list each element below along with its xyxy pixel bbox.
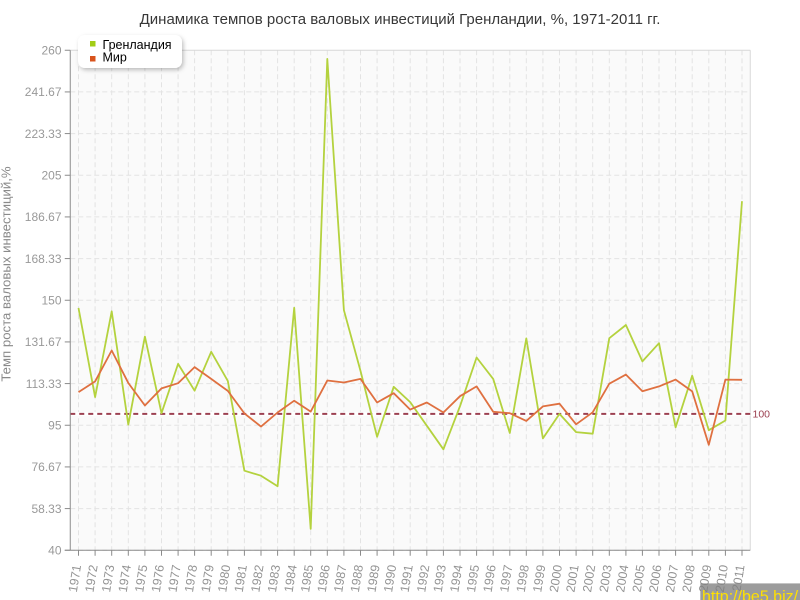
svg-text:1979: 1979 bbox=[199, 564, 217, 594]
svg-text:1980: 1980 bbox=[215, 564, 233, 594]
svg-text:1973: 1973 bbox=[99, 564, 117, 594]
svg-text:Гренландия: Гренландия bbox=[103, 38, 172, 52]
svg-text:2007: 2007 bbox=[663, 564, 681, 594]
svg-text:260: 260 bbox=[41, 43, 61, 57]
svg-text:1997: 1997 bbox=[497, 564, 515, 594]
svg-text:1985: 1985 bbox=[298, 564, 316, 594]
svg-text:http://be5.biz/: http://be5.biz/ bbox=[702, 589, 799, 600]
svg-text:1989: 1989 bbox=[365, 564, 383, 594]
svg-text:223.33: 223.33 bbox=[25, 127, 62, 141]
svg-text:1972: 1972 bbox=[83, 564, 101, 594]
svg-text:1999: 1999 bbox=[530, 564, 548, 594]
svg-text:186.67: 186.67 bbox=[25, 210, 62, 224]
svg-text:1994: 1994 bbox=[447, 564, 465, 594]
svg-text:1996: 1996 bbox=[481, 564, 499, 594]
svg-text:40: 40 bbox=[48, 543, 62, 557]
svg-text:2001: 2001 bbox=[564, 564, 582, 594]
svg-text:2006: 2006 bbox=[646, 564, 664, 594]
svg-text:1993: 1993 bbox=[431, 564, 449, 594]
svg-text:76.67: 76.67 bbox=[31, 460, 61, 474]
svg-text:95: 95 bbox=[48, 418, 62, 432]
svg-text:168.33: 168.33 bbox=[25, 252, 62, 266]
svg-text:2008: 2008 bbox=[680, 564, 698, 594]
svg-text:131.67: 131.67 bbox=[25, 335, 62, 349]
svg-text:1984: 1984 bbox=[282, 564, 300, 594]
svg-text:1975: 1975 bbox=[132, 564, 150, 594]
svg-text:1983: 1983 bbox=[265, 564, 283, 594]
svg-text:1990: 1990 bbox=[381, 564, 399, 594]
svg-text:241.67: 241.67 bbox=[25, 85, 62, 99]
svg-text:1995: 1995 bbox=[464, 564, 482, 594]
svg-text:1982: 1982 bbox=[248, 564, 266, 594]
svg-text:1981: 1981 bbox=[232, 564, 250, 594]
svg-text:1974: 1974 bbox=[116, 564, 134, 594]
svg-text:2002: 2002 bbox=[580, 564, 598, 594]
svg-text:1988: 1988 bbox=[348, 564, 366, 594]
svg-text:113.33: 113.33 bbox=[26, 377, 62, 391]
svg-text:1986: 1986 bbox=[315, 564, 333, 594]
svg-text:205: 205 bbox=[41, 168, 61, 182]
svg-text:1998: 1998 bbox=[514, 564, 532, 594]
svg-text:150: 150 bbox=[41, 293, 61, 307]
svg-text:1978: 1978 bbox=[182, 564, 200, 594]
svg-text:1976: 1976 bbox=[149, 564, 167, 594]
svg-text:1992: 1992 bbox=[414, 564, 432, 594]
svg-text:2000: 2000 bbox=[547, 564, 565, 594]
svg-text:Динамика темпов роста валовых: Динамика темпов роста валовых инвестиций… bbox=[140, 11, 661, 28]
svg-text:1987: 1987 bbox=[331, 564, 349, 594]
svg-text:1991: 1991 bbox=[398, 564, 416, 594]
svg-text:1977: 1977 bbox=[166, 564, 184, 594]
svg-text:2005: 2005 bbox=[630, 564, 648, 594]
svg-text:Темп роста валовых инвестиций,: Темп роста валовых инвестиций,% bbox=[0, 166, 14, 382]
svg-text:2004: 2004 bbox=[613, 564, 631, 594]
svg-text:Мир: Мир bbox=[103, 51, 127, 65]
svg-text:2003: 2003 bbox=[597, 564, 615, 594]
svg-text:58.33: 58.33 bbox=[31, 502, 61, 516]
svg-text:1971: 1971 bbox=[66, 564, 84, 594]
svg-text:100: 100 bbox=[753, 409, 771, 421]
